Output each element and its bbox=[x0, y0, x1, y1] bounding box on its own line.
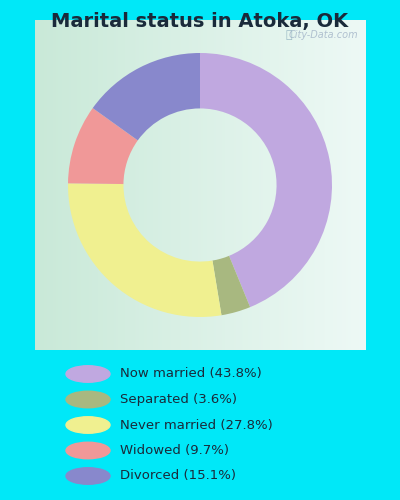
Text: Never married (27.8%): Never married (27.8%) bbox=[120, 418, 273, 432]
Text: Marital status in Atoka, OK: Marital status in Atoka, OK bbox=[52, 12, 348, 32]
Circle shape bbox=[66, 442, 110, 459]
Wedge shape bbox=[212, 256, 250, 315]
Circle shape bbox=[66, 468, 110, 484]
Circle shape bbox=[66, 391, 110, 408]
Text: Now married (43.8%): Now married (43.8%) bbox=[120, 368, 262, 380]
Wedge shape bbox=[68, 108, 138, 184]
Text: Separated (3.6%): Separated (3.6%) bbox=[120, 393, 237, 406]
Text: Widowed (9.7%): Widowed (9.7%) bbox=[120, 444, 229, 457]
Text: Divorced (15.1%): Divorced (15.1%) bbox=[120, 470, 236, 482]
Wedge shape bbox=[200, 53, 332, 307]
Circle shape bbox=[66, 417, 110, 433]
Circle shape bbox=[66, 366, 110, 382]
Wedge shape bbox=[68, 184, 222, 317]
Text: City-Data.com: City-Data.com bbox=[289, 30, 358, 40]
Text: ⦾: ⦾ bbox=[286, 30, 292, 40]
Wedge shape bbox=[93, 53, 200, 141]
